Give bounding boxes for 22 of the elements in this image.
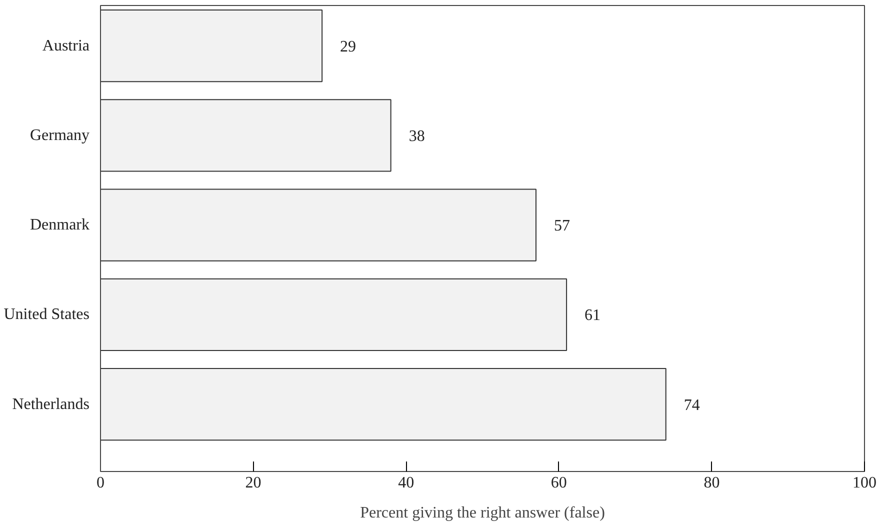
bar [100, 188, 536, 262]
bar [100, 368, 666, 441]
x-tick-label: 60 [550, 474, 567, 492]
bar [100, 9, 323, 82]
data-label: 38 [408, 128, 425, 145]
y-tick-label: United States [4, 306, 90, 324]
x-tick-label: 100 [852, 474, 876, 492]
bar [100, 278, 568, 352]
x-tick-label: 40 [398, 474, 414, 492]
data-label: 61 [584, 307, 601, 324]
y-tick-label: Netherlands [12, 396, 90, 413]
x-tick-label: 80 [704, 474, 720, 492]
data-label: 74 [684, 396, 700, 414]
data-label: 29 [340, 38, 356, 56]
x-axis-title: Percent giving the right answer (false) [360, 504, 605, 522]
x-tick-label: 0 [96, 474, 104, 492]
bar [100, 99, 392, 172]
y-tick-label: Denmark [30, 216, 90, 234]
x-tick-label: 20 [245, 474, 262, 492]
data-label: 57 [554, 218, 570, 235]
y-tick-label: Germany [30, 126, 90, 144]
y-tick-label: Austria [42, 37, 90, 54]
